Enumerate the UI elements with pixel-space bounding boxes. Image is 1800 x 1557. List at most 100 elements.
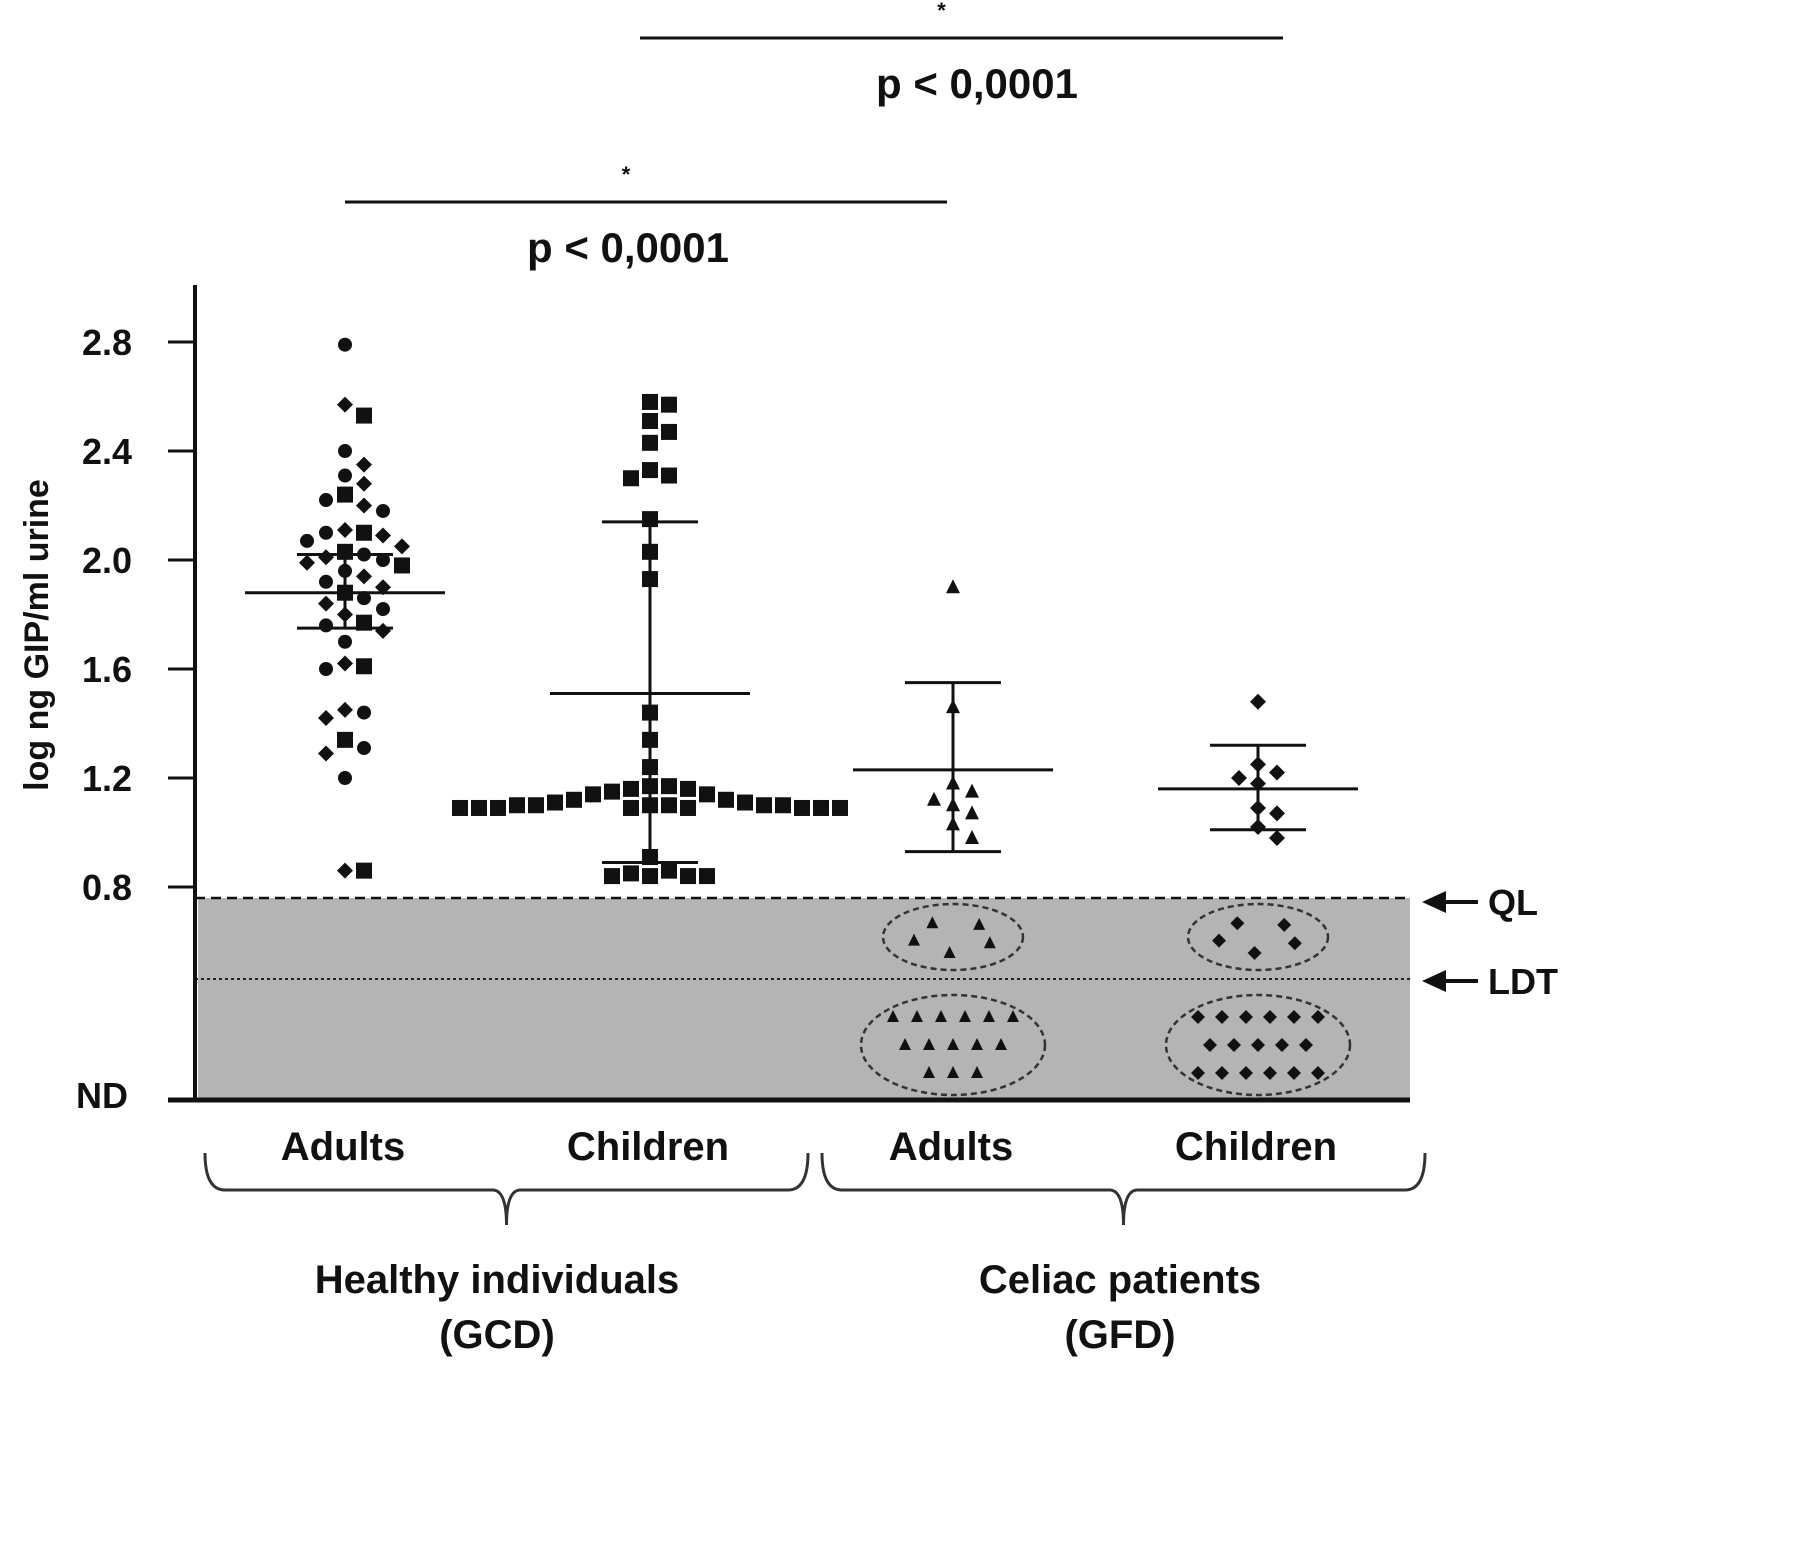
data-point xyxy=(1231,770,1247,786)
data-point xyxy=(337,731,353,748)
data-point xyxy=(1287,1066,1301,1080)
p-value-label: p < 0,0001 xyxy=(876,60,1078,107)
data-point xyxy=(623,470,639,487)
data-point xyxy=(585,786,601,803)
data-point xyxy=(1299,1038,1313,1052)
y-tick-label: 1.6 xyxy=(82,649,132,690)
group-sublabel: (GCD) xyxy=(439,1313,555,1357)
ellipse-not-detected xyxy=(1164,993,1352,1097)
data-point xyxy=(623,780,639,797)
data-point xyxy=(376,602,390,617)
data-point xyxy=(356,524,372,541)
data-point xyxy=(911,1010,923,1022)
p-value-label: p < 0,0001 xyxy=(527,224,729,271)
data-point xyxy=(1263,1066,1277,1080)
threshold-label: QL xyxy=(1488,882,1538,923)
data-point xyxy=(356,475,372,492)
y-ticks: 2.8 2.4 2.0 1.6 1.2 0.8 xyxy=(82,322,195,908)
category-label: Children xyxy=(1175,1125,1337,1169)
data-point xyxy=(1247,945,1262,960)
threshold-label: LDT xyxy=(1488,961,1558,1002)
data-point xyxy=(680,868,696,885)
data-point xyxy=(642,434,658,451)
significance-star: * xyxy=(622,162,631,187)
data-point xyxy=(299,554,315,571)
data-point xyxy=(1269,805,1285,822)
data-point xyxy=(452,799,468,816)
group-labels: Healthy individuals (GCD) Celiac patients (… xyxy=(315,1258,1261,1357)
data-point xyxy=(604,783,620,800)
data-point xyxy=(604,868,620,885)
data-point xyxy=(737,794,753,811)
data-point xyxy=(623,865,639,882)
data-point xyxy=(1191,1010,1205,1024)
data-point xyxy=(661,778,677,795)
category-label: Adults xyxy=(889,1125,1013,1169)
data-point xyxy=(947,1038,959,1050)
data-point xyxy=(1007,1010,1019,1022)
data-point xyxy=(1215,1010,1229,1024)
y-tick-label: 2.0 xyxy=(82,540,132,581)
data-point xyxy=(375,527,391,544)
ellipse-below-ql xyxy=(881,902,1025,972)
group-braces xyxy=(203,1152,1427,1226)
data-point xyxy=(356,407,372,424)
data-point xyxy=(319,618,333,633)
data-point xyxy=(1250,693,1266,710)
data-point xyxy=(946,579,960,594)
data-point xyxy=(1277,917,1292,932)
data-point xyxy=(338,468,352,483)
data-point xyxy=(1230,916,1245,931)
group-label: Celiac patients xyxy=(979,1258,1261,1302)
data-point xyxy=(680,780,696,797)
data-point xyxy=(927,791,941,806)
data-point xyxy=(971,1038,983,1050)
data-point xyxy=(965,829,979,844)
threshold-arrow-head xyxy=(1422,891,1446,913)
data-point xyxy=(995,1038,1007,1050)
data-point xyxy=(338,444,352,458)
data-point xyxy=(357,591,371,606)
data-point xyxy=(973,917,986,930)
data-point xyxy=(319,525,333,540)
data-point xyxy=(1239,1066,1253,1080)
data-point xyxy=(318,595,334,612)
data-point xyxy=(471,799,487,816)
data-point xyxy=(642,413,658,430)
data-point xyxy=(394,538,410,555)
category-label: Adults xyxy=(281,1125,405,1169)
group-brace xyxy=(820,1152,1427,1226)
data-point xyxy=(680,799,696,816)
data-point xyxy=(337,701,353,718)
error-bars xyxy=(245,520,1358,864)
data-point xyxy=(338,634,352,649)
data-point xyxy=(642,868,658,885)
data-point xyxy=(1287,936,1302,951)
data-point xyxy=(756,797,772,814)
threshold-labels: QL LDT xyxy=(1422,882,1558,1002)
data-point xyxy=(935,1010,947,1022)
data-point xyxy=(319,493,333,508)
significance-star: * xyxy=(937,0,946,23)
ellipse-below-ql xyxy=(1186,902,1330,972)
data-point xyxy=(661,797,677,814)
data-point xyxy=(356,568,372,585)
data-point xyxy=(718,791,734,808)
data-point xyxy=(356,456,372,473)
data-point xyxy=(337,396,353,413)
data-point xyxy=(338,771,352,785)
y-tick-label: 2.8 xyxy=(82,322,132,363)
y-tick-label: 2.4 xyxy=(82,431,132,472)
data-point xyxy=(528,797,544,814)
data-point xyxy=(971,1066,983,1078)
significance-comparisons: * p < 0,0001 * p < 0,0001 xyxy=(345,0,1283,271)
nd-label: ND xyxy=(76,1075,128,1116)
category-labels: Adults Children Adults Children xyxy=(281,1125,1337,1169)
data-point xyxy=(794,799,810,816)
data-point xyxy=(642,462,658,479)
ellipse-not-detected xyxy=(859,993,1047,1097)
data-point xyxy=(1191,1066,1205,1080)
data-point xyxy=(490,799,506,816)
y-tick-label: 0.8 xyxy=(82,867,132,908)
data-point xyxy=(1287,1010,1301,1024)
